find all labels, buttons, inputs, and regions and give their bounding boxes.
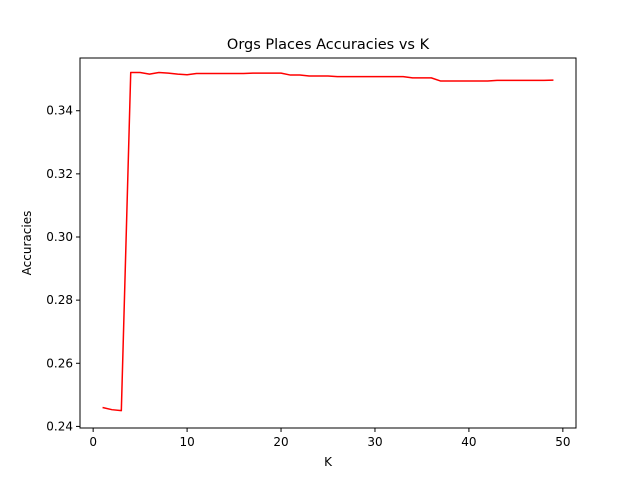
chart-title: Orgs Places Accuracies vs K	[227, 37, 430, 53]
y-axis: 0.24 0.26 0.28 0.30 0.32 0.34	[46, 104, 80, 433]
y-tick-label: 0.34	[46, 104, 73, 118]
y-axis-label: Accuracies	[20, 211, 34, 276]
x-tick-label: 20	[273, 435, 288, 449]
x-tick-label: 0	[89, 435, 97, 449]
plot-area	[102, 71, 554, 412]
y-tick-label: 0.26	[46, 356, 73, 370]
x-tick-label: 50	[555, 435, 570, 449]
x-axis: 0 10 20 30 40 50	[89, 428, 570, 449]
x-tick-label: 10	[179, 435, 194, 449]
x-tick-label: 40	[461, 435, 476, 449]
y-tick-label: 0.32	[46, 167, 73, 181]
axes-frame	[79, 57, 577, 429]
x-tick-label: 30	[367, 435, 382, 449]
series-line	[102, 71, 554, 412]
y-tick-label: 0.28	[46, 293, 73, 307]
y-tick-label: 0.30	[46, 230, 73, 244]
x-axis-label: K	[324, 455, 333, 469]
y-tick-label: 0.24	[46, 419, 73, 433]
